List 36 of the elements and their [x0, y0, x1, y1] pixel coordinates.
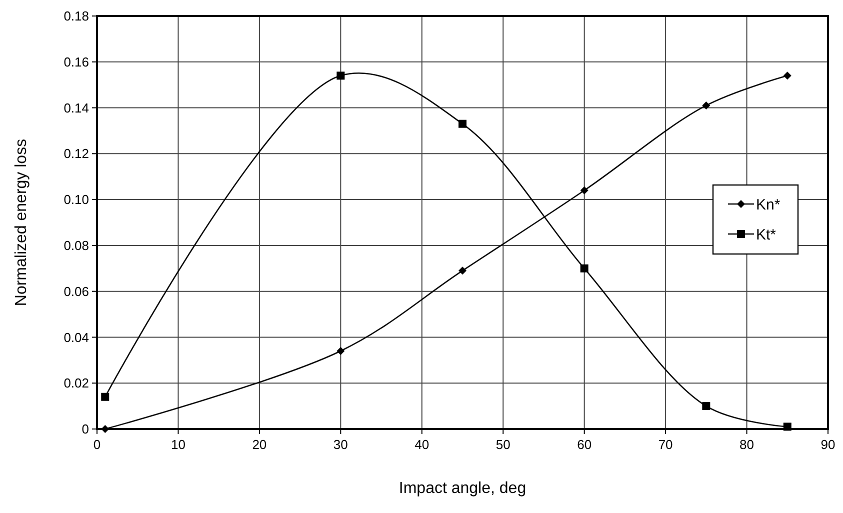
point: [336, 346, 345, 355]
x-tick-label: 90: [820, 437, 836, 452]
point: [458, 120, 466, 128]
y-tick-label: 0.08: [64, 238, 89, 253]
x-tick-label: 10: [170, 437, 186, 452]
y-tick-label: 0.02: [64, 376, 89, 391]
point: [783, 422, 792, 431]
point: [702, 101, 710, 110]
legend-label: Kt*: [756, 226, 776, 244]
point: [580, 264, 588, 272]
x-tick-label: 60: [577, 437, 592, 452]
x-tick-label: 40: [414, 437, 430, 452]
x-tick-label: 30: [333, 437, 348, 452]
x-tick-label: 50: [496, 437, 510, 452]
y-tick-label: 0.04: [64, 330, 89, 345]
x-tick-label: 80: [740, 437, 754, 452]
y-tick-label: 0.18: [64, 8, 89, 24]
legend-label: Kn*: [756, 196, 780, 214]
y-tick-label: 0.10: [64, 192, 89, 208]
point: [101, 425, 110, 433]
point: [336, 72, 345, 80]
x-tick-label: 70: [658, 437, 673, 452]
x-tick-label: 0: [93, 437, 101, 452]
x-tick-label: 20: [252, 437, 267, 452]
point: [702, 402, 710, 410]
x-axis-title: Impact angle, deg: [398, 480, 526, 497]
point: [580, 186, 588, 194]
point: [458, 266, 466, 275]
y-tick-label: 0: [82, 422, 89, 437]
y-tick-label: 0.14: [64, 100, 89, 116]
y-tick-label: 0.16: [64, 54, 89, 70]
point: [783, 72, 792, 80]
y-tick-label: 0.12: [64, 146, 89, 162]
y-axis-title: Normalized energy loss: [13, 138, 30, 306]
y-tick-label: 0.06: [64, 284, 89, 299]
point: [101, 392, 110, 401]
